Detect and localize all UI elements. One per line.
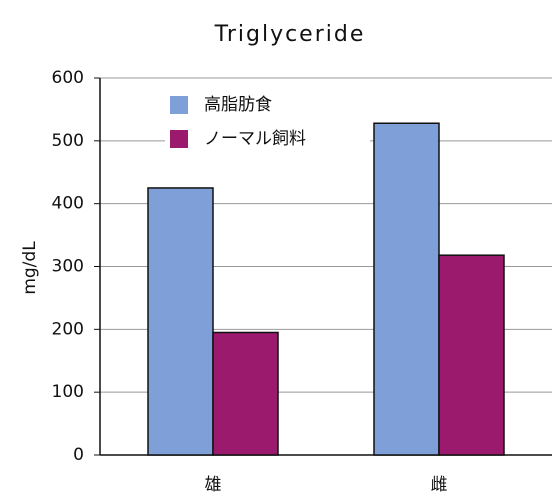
chart-title: Triglyceride [214, 22, 366, 47]
bar [147, 187, 214, 456]
y-tick-label: 300 [52, 257, 84, 277]
y-tick-label: 100 [52, 382, 84, 402]
x-tick-label: 雄 [205, 475, 222, 495]
y-tick-label: 500 [52, 131, 84, 151]
bar [373, 122, 440, 456]
legend-swatch [170, 130, 188, 148]
x-tick-label: 雌 [431, 475, 448, 495]
legend-box [165, 86, 370, 156]
y-tick-label: 600 [52, 68, 84, 88]
bar [212, 331, 279, 456]
bar [438, 254, 505, 456]
legend-label: 高脂肪食 [204, 95, 272, 115]
y-tick-label: 200 [52, 319, 84, 339]
y-tick-label: 0 [73, 445, 84, 465]
y-axis-label: mg/dL [20, 241, 40, 295]
y-tick-label: 400 [52, 194, 84, 214]
legend-label: ノーマル飼料 [204, 129, 306, 149]
legend-swatch [170, 96, 188, 114]
